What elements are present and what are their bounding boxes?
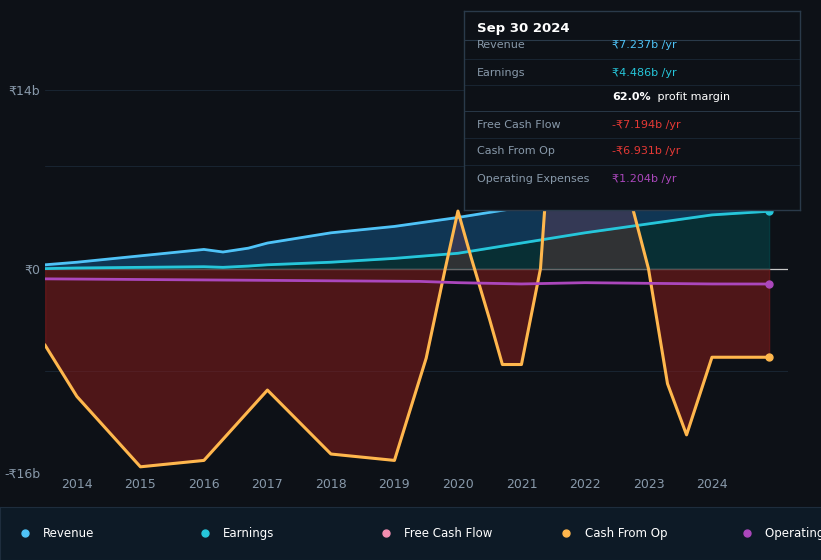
Text: Free Cash Flow: Free Cash Flow — [404, 527, 493, 540]
Text: profit margin: profit margin — [654, 92, 730, 102]
Text: Earnings: Earnings — [223, 527, 275, 540]
Text: Revenue: Revenue — [43, 527, 94, 540]
Text: Cash From Op: Cash From Op — [477, 146, 555, 156]
Text: Cash From Op: Cash From Op — [585, 527, 667, 540]
Text: ₹7.237b /yr: ₹7.237b /yr — [612, 40, 677, 50]
Text: -₹6.931b /yr: -₹6.931b /yr — [612, 146, 681, 156]
Text: -₹7.194b /yr: -₹7.194b /yr — [612, 119, 681, 129]
Text: ₹4.486b /yr: ₹4.486b /yr — [612, 68, 677, 78]
Text: Earnings: Earnings — [477, 68, 525, 78]
Text: ₹1.204b /yr: ₹1.204b /yr — [612, 174, 677, 184]
Text: Revenue: Revenue — [477, 40, 526, 50]
Text: Operating Expenses: Operating Expenses — [477, 174, 589, 184]
Text: Free Cash Flow: Free Cash Flow — [477, 119, 561, 129]
Text: Sep 30 2024: Sep 30 2024 — [477, 22, 570, 35]
Text: 62.0%: 62.0% — [612, 92, 650, 102]
Text: Operating Expenses: Operating Expenses — [765, 527, 821, 540]
